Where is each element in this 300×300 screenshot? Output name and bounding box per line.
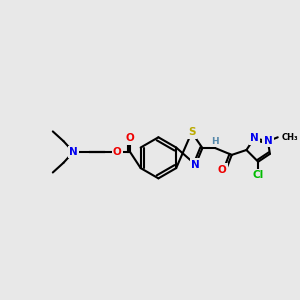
Text: N: N bbox=[191, 160, 200, 170]
Text: S: S bbox=[188, 128, 195, 137]
Text: O: O bbox=[218, 165, 226, 175]
Text: CH₃: CH₃ bbox=[282, 133, 298, 142]
Text: N: N bbox=[69, 147, 78, 157]
Text: N: N bbox=[250, 133, 259, 143]
Text: H: H bbox=[211, 137, 219, 146]
Text: O: O bbox=[113, 147, 122, 157]
Text: Cl: Cl bbox=[253, 170, 264, 180]
Text: N: N bbox=[264, 136, 272, 146]
Text: O: O bbox=[126, 133, 134, 143]
